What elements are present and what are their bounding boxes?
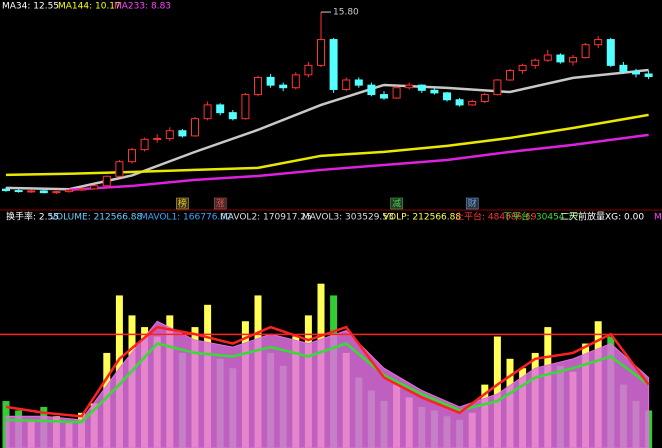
candle-body	[581, 44, 590, 59]
candle-body	[65, 189, 73, 193]
candle-body	[531, 59, 540, 66]
candle-body	[90, 185, 99, 190]
candle-body	[606, 39, 615, 66]
candle-body	[506, 70, 514, 81]
candle-body	[128, 149, 136, 163]
candle-body	[480, 94, 489, 102]
candle-body	[228, 112, 237, 120]
candle-body	[254, 76, 262, 96]
candle-body	[518, 64, 527, 72]
legend-entry: VOLP: 212566.88	[383, 213, 461, 223]
candle-body	[430, 89, 439, 94]
legend-entry: MAVOL3: 303529.53	[302, 213, 394, 223]
candle-body	[644, 73, 653, 78]
legend-entry: MA34: 12.55	[2, 2, 59, 12]
candle-body	[165, 130, 174, 139]
marker-box	[176, 197, 189, 210]
marker: 榜	[178, 198, 187, 210]
legend-entry: 二天前放量XG: 0.00	[560, 211, 644, 223]
candle-body	[367, 84, 376, 96]
legend-entry: 下平台: 30454.77	[503, 211, 579, 223]
candle-body	[329, 39, 338, 90]
candle-body	[380, 94, 388, 99]
legend-entry: MAVOL2: 170917.25	[220, 213, 312, 223]
candle-body	[203, 104, 212, 120]
candle-body	[543, 54, 552, 61]
candle-body	[266, 76, 275, 86]
candle-body	[632, 70, 640, 75]
candle-body	[291, 74, 300, 89]
candle-body	[52, 191, 61, 194]
candle-body	[241, 94, 250, 120]
candle-body	[392, 87, 401, 99]
marker: 涨	[216, 199, 225, 210]
marker-box	[213, 197, 227, 210]
legend-entry: 上平台: 484086.69	[455, 211, 537, 223]
marker-box	[390, 197, 403, 210]
ma-line	[5, 68, 649, 191]
candle-body	[102, 175, 111, 187]
candle-body	[77, 188, 86, 191]
candle-body	[14, 190, 23, 193]
legend-entry: MA233: 8.83	[114, 2, 171, 12]
candle-body	[569, 57, 577, 63]
candle-body	[317, 39, 325, 66]
candle-body	[279, 84, 288, 89]
legend-entry: MA	[654, 213, 662, 223]
legend-entry: VOLUME: 212566.88	[50, 213, 143, 223]
ma-line	[5, 342, 650, 424]
legend-entry: 换手率: 2.55	[6, 211, 59, 223]
candle-body	[493, 79, 502, 96]
candle-body	[191, 118, 199, 137]
marker: 减	[392, 198, 401, 210]
candle-body	[455, 99, 464, 106]
marker: 财	[468, 198, 477, 210]
candle-body	[140, 138, 149, 151]
candle-body	[468, 100, 477, 106]
candle-body	[443, 92, 451, 101]
candle-body	[304, 64, 313, 76]
legend-entry: MAVOL1: 166776.02	[140, 213, 232, 223]
candle-body	[556, 54, 565, 63]
candle-body	[417, 84, 426, 91]
ma-line	[68, 133, 649, 192]
candle-body	[216, 104, 225, 114]
candle-body	[354, 79, 363, 86]
candle-body	[115, 161, 124, 177]
candle-body	[27, 190, 36, 193]
candle-body	[153, 137, 162, 140]
candle-body	[178, 130, 187, 137]
candle-body	[594, 39, 603, 46]
marker-box	[465, 197, 479, 210]
candle-body	[39, 190, 48, 194]
candle-body	[2, 188, 10, 192]
candle-body	[619, 64, 628, 72]
ma-line	[5, 325, 650, 418]
annotation: 15.80	[333, 8, 359, 18]
ma-line	[5, 113, 649, 177]
candle-body	[342, 79, 351, 90]
legend-entry: MA144: 10.17	[58, 2, 121, 12]
volume-bar	[493, 336, 501, 448]
candle-body	[405, 84, 414, 89]
